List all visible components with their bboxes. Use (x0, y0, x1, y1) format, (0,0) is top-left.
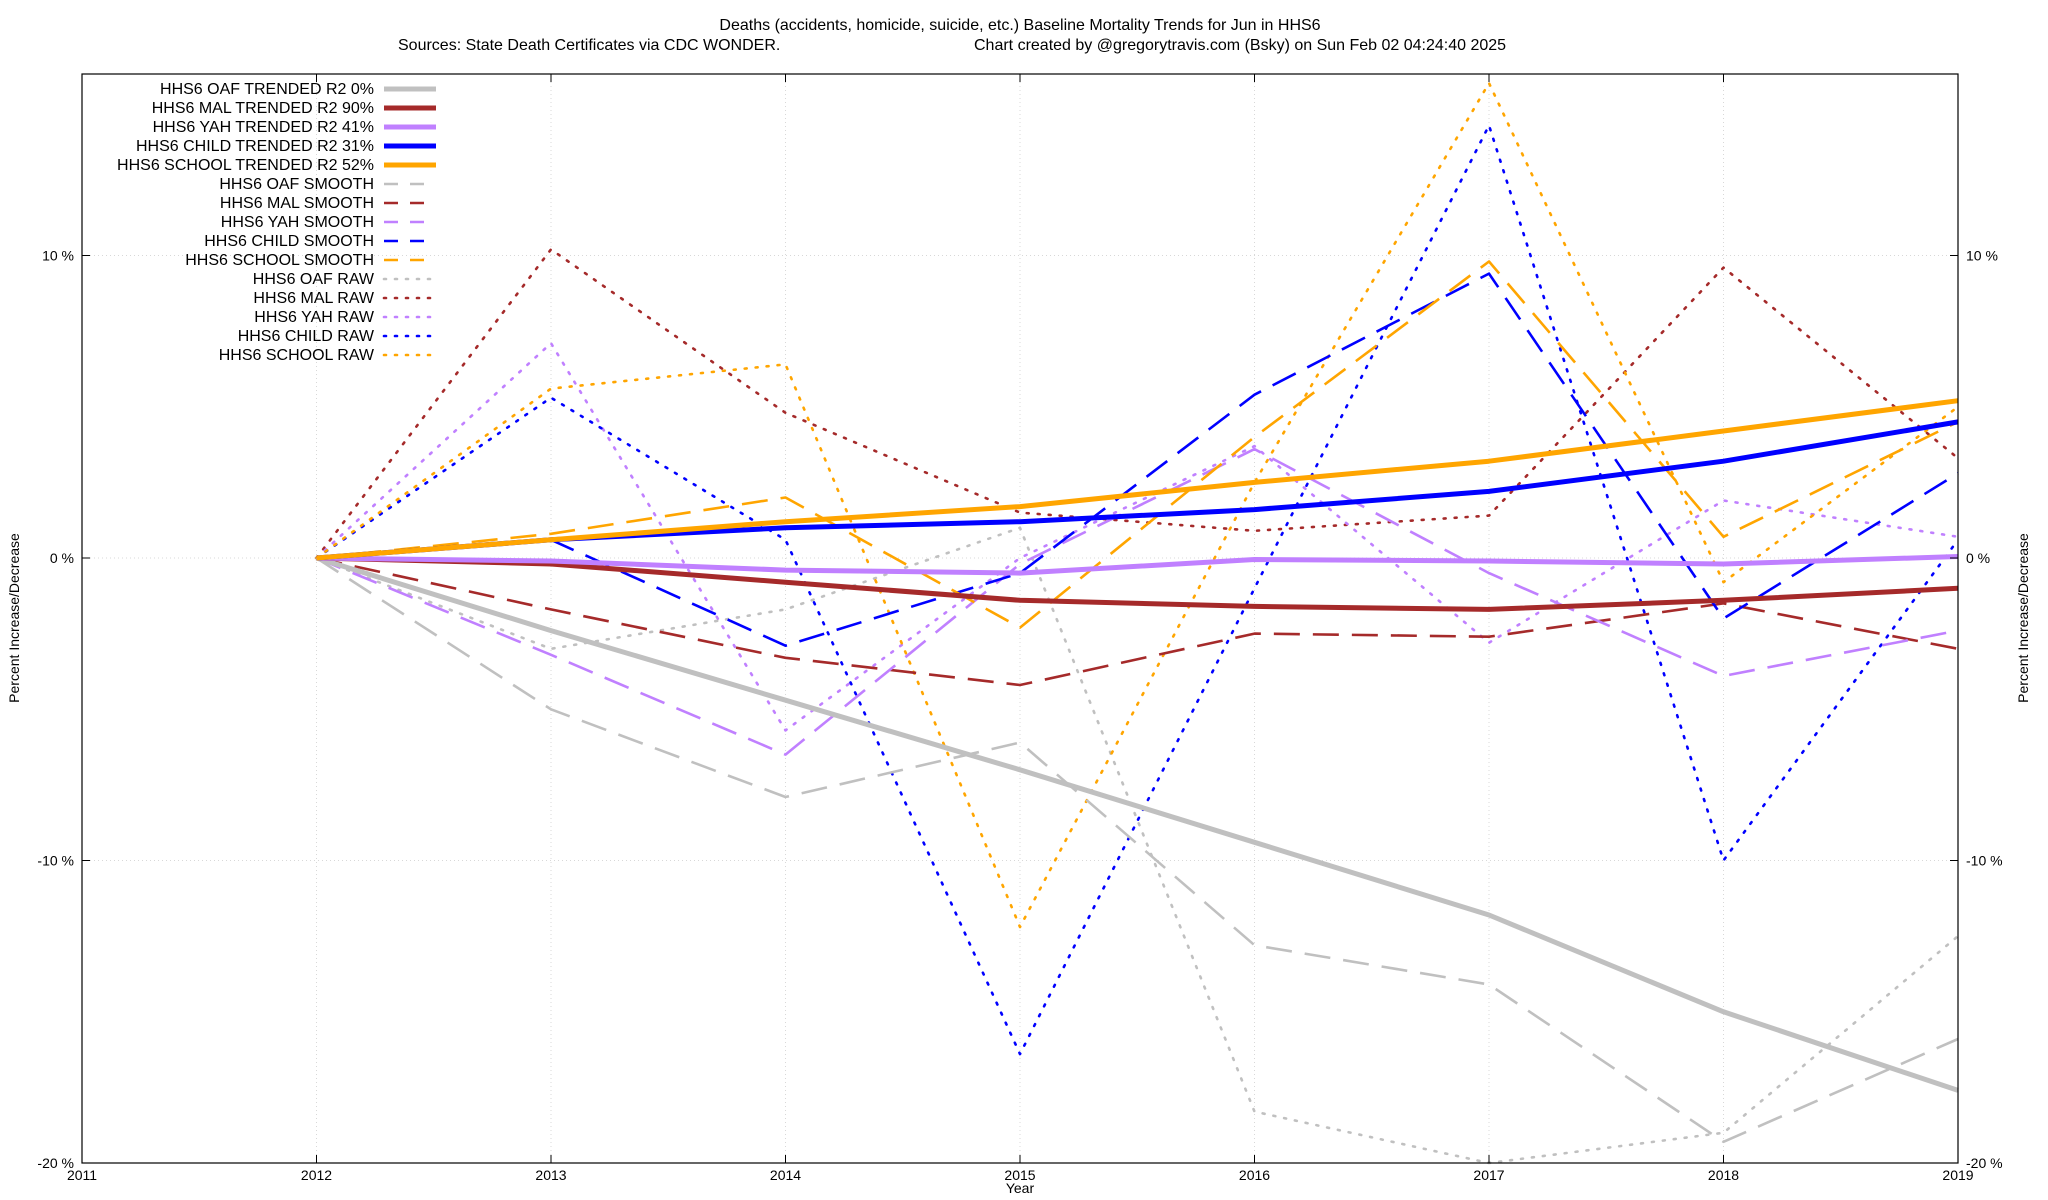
x-tick-label: 2016 (1239, 1167, 1270, 1183)
legend-label: HHS6 YAH SMOOTH (221, 214, 374, 231)
y-tick-label-right: 0 % (1966, 550, 1990, 566)
series-hhs6-child-smooth (316, 272, 1959, 648)
x-tick-label: 2017 (1473, 1167, 1504, 1183)
x-tick-label: 2012 (301, 1167, 332, 1183)
legend-label: HHS6 MAL TRENDED R2 90% (152, 100, 374, 117)
legend-label: HHS6 CHILD TRENDED R2 31% (136, 138, 374, 155)
x-tick-label: 2019 (1942, 1167, 1973, 1183)
legend-label: HHS6 CHILD SMOOTH (204, 233, 374, 250)
series-line-hhs6-mal-smooth (316, 556, 1959, 687)
series-layer (315, 81, 1960, 1165)
series-line-hhs6-yah-smooth (316, 447, 1959, 756)
y-axis-label-right: Percent Increase/Decrease (2015, 533, 2031, 703)
series-line-hhs6-child-raw (315, 124, 1960, 1056)
series-line-hhs6-oaf-smooth (315, 556, 1959, 1144)
y-axis-label-left: Percent Increase/Decrease (6, 533, 22, 703)
series-hhs6-mal-smooth (316, 556, 1959, 687)
y-tick-label-right: 10 % (1966, 248, 1998, 264)
series-line-hhs6-oaf-raw (315, 526, 1960, 1165)
legend-label: HHS6 SCHOOL SMOOTH (185, 252, 374, 269)
series-hhs6-oaf-raw (315, 526, 1960, 1165)
series-line-hhs6-mal-raw (315, 248, 1960, 560)
legend-label: HHS6 OAF TRENDED R2 0% (160, 81, 374, 98)
tick-layer: 2011 2012 2013 2014 2015 2016 2017 2018 2019 10 %… (37, 74, 2003, 1183)
legend: HHS6 OAF TRENDED R2 0% HHS6 MAL TRENDED R… (117, 81, 438, 364)
x-tick-label: 2011 (67, 1167, 97, 1183)
legend-label: HHS6 CHILD RAW (238, 328, 375, 345)
legend-label: HHS6 MAL SMOOTH (220, 195, 374, 212)
legend-label: HHS6 SCHOOL RAW (219, 347, 375, 364)
chart-subtitle-left: Sources: State Death Certificates via CD… (398, 37, 780, 54)
y-tick-label-right: -10 % (1966, 853, 2003, 869)
y-tick-label-left: -20 % (37, 1155, 74, 1171)
legend-label: HHS6 MAL RAW (253, 290, 375, 307)
series-line-hhs6-school-smooth (316, 260, 1959, 629)
series-hhs6-oaf-trended-r2-0 (315, 555, 1959, 1093)
y-tick-label-left: 10 % (42, 248, 74, 264)
series-hhs6-oaf-smooth (315, 556, 1959, 1144)
y-tick-label-right: -20 % (1966, 1155, 2003, 1171)
series-hhs6-school-trended-r2-52 (316, 398, 1959, 561)
legend-label: HHS6 YAH RAW (254, 309, 375, 326)
chart-title: Deaths (accidents, homicide, suicide, et… (719, 17, 1320, 34)
chart-subtitle-right: Chart created by @gregorytravis.com (Bsk… (974, 37, 1506, 54)
series-line-hhs6-child-smooth (316, 272, 1959, 648)
legend-label: HHS6 OAF RAW (253, 271, 375, 288)
x-tick-label: 2018 (1708, 1167, 1739, 1183)
legend-label: HHS6 OAF SMOOTH (219, 176, 374, 193)
legend-label: HHS6 SCHOOL TRENDED R2 52% (117, 157, 374, 174)
series-line-hhs6-yah-trended-r2-41 (316, 554, 1959, 576)
legend-label: HHS6 YAH TRENDED R2 41% (153, 119, 374, 136)
x-axis-label: Year (1006, 1180, 1035, 1196)
y-tick-label-left: 0 % (50, 550, 74, 566)
x-tick-label: 2013 (535, 1167, 566, 1183)
series-hhs6-child-raw (315, 124, 1960, 1056)
x-tick-label: 2014 (770, 1167, 801, 1183)
series-line-hhs6-mal-trended-r2-90 (316, 555, 1959, 612)
series-line-hhs6-school-raw (315, 81, 1960, 929)
x-tick-label: 2015 (1004, 1167, 1035, 1183)
series-line-hhs6-oaf-trended-r2-0 (315, 555, 1959, 1093)
series-line-hhs6-school-trended-r2-52 (316, 398, 1959, 561)
series-hhs6-school-smooth (316, 260, 1959, 629)
series-hhs6-school-raw (315, 81, 1960, 929)
y-tick-label-left: -10 % (37, 853, 74, 869)
